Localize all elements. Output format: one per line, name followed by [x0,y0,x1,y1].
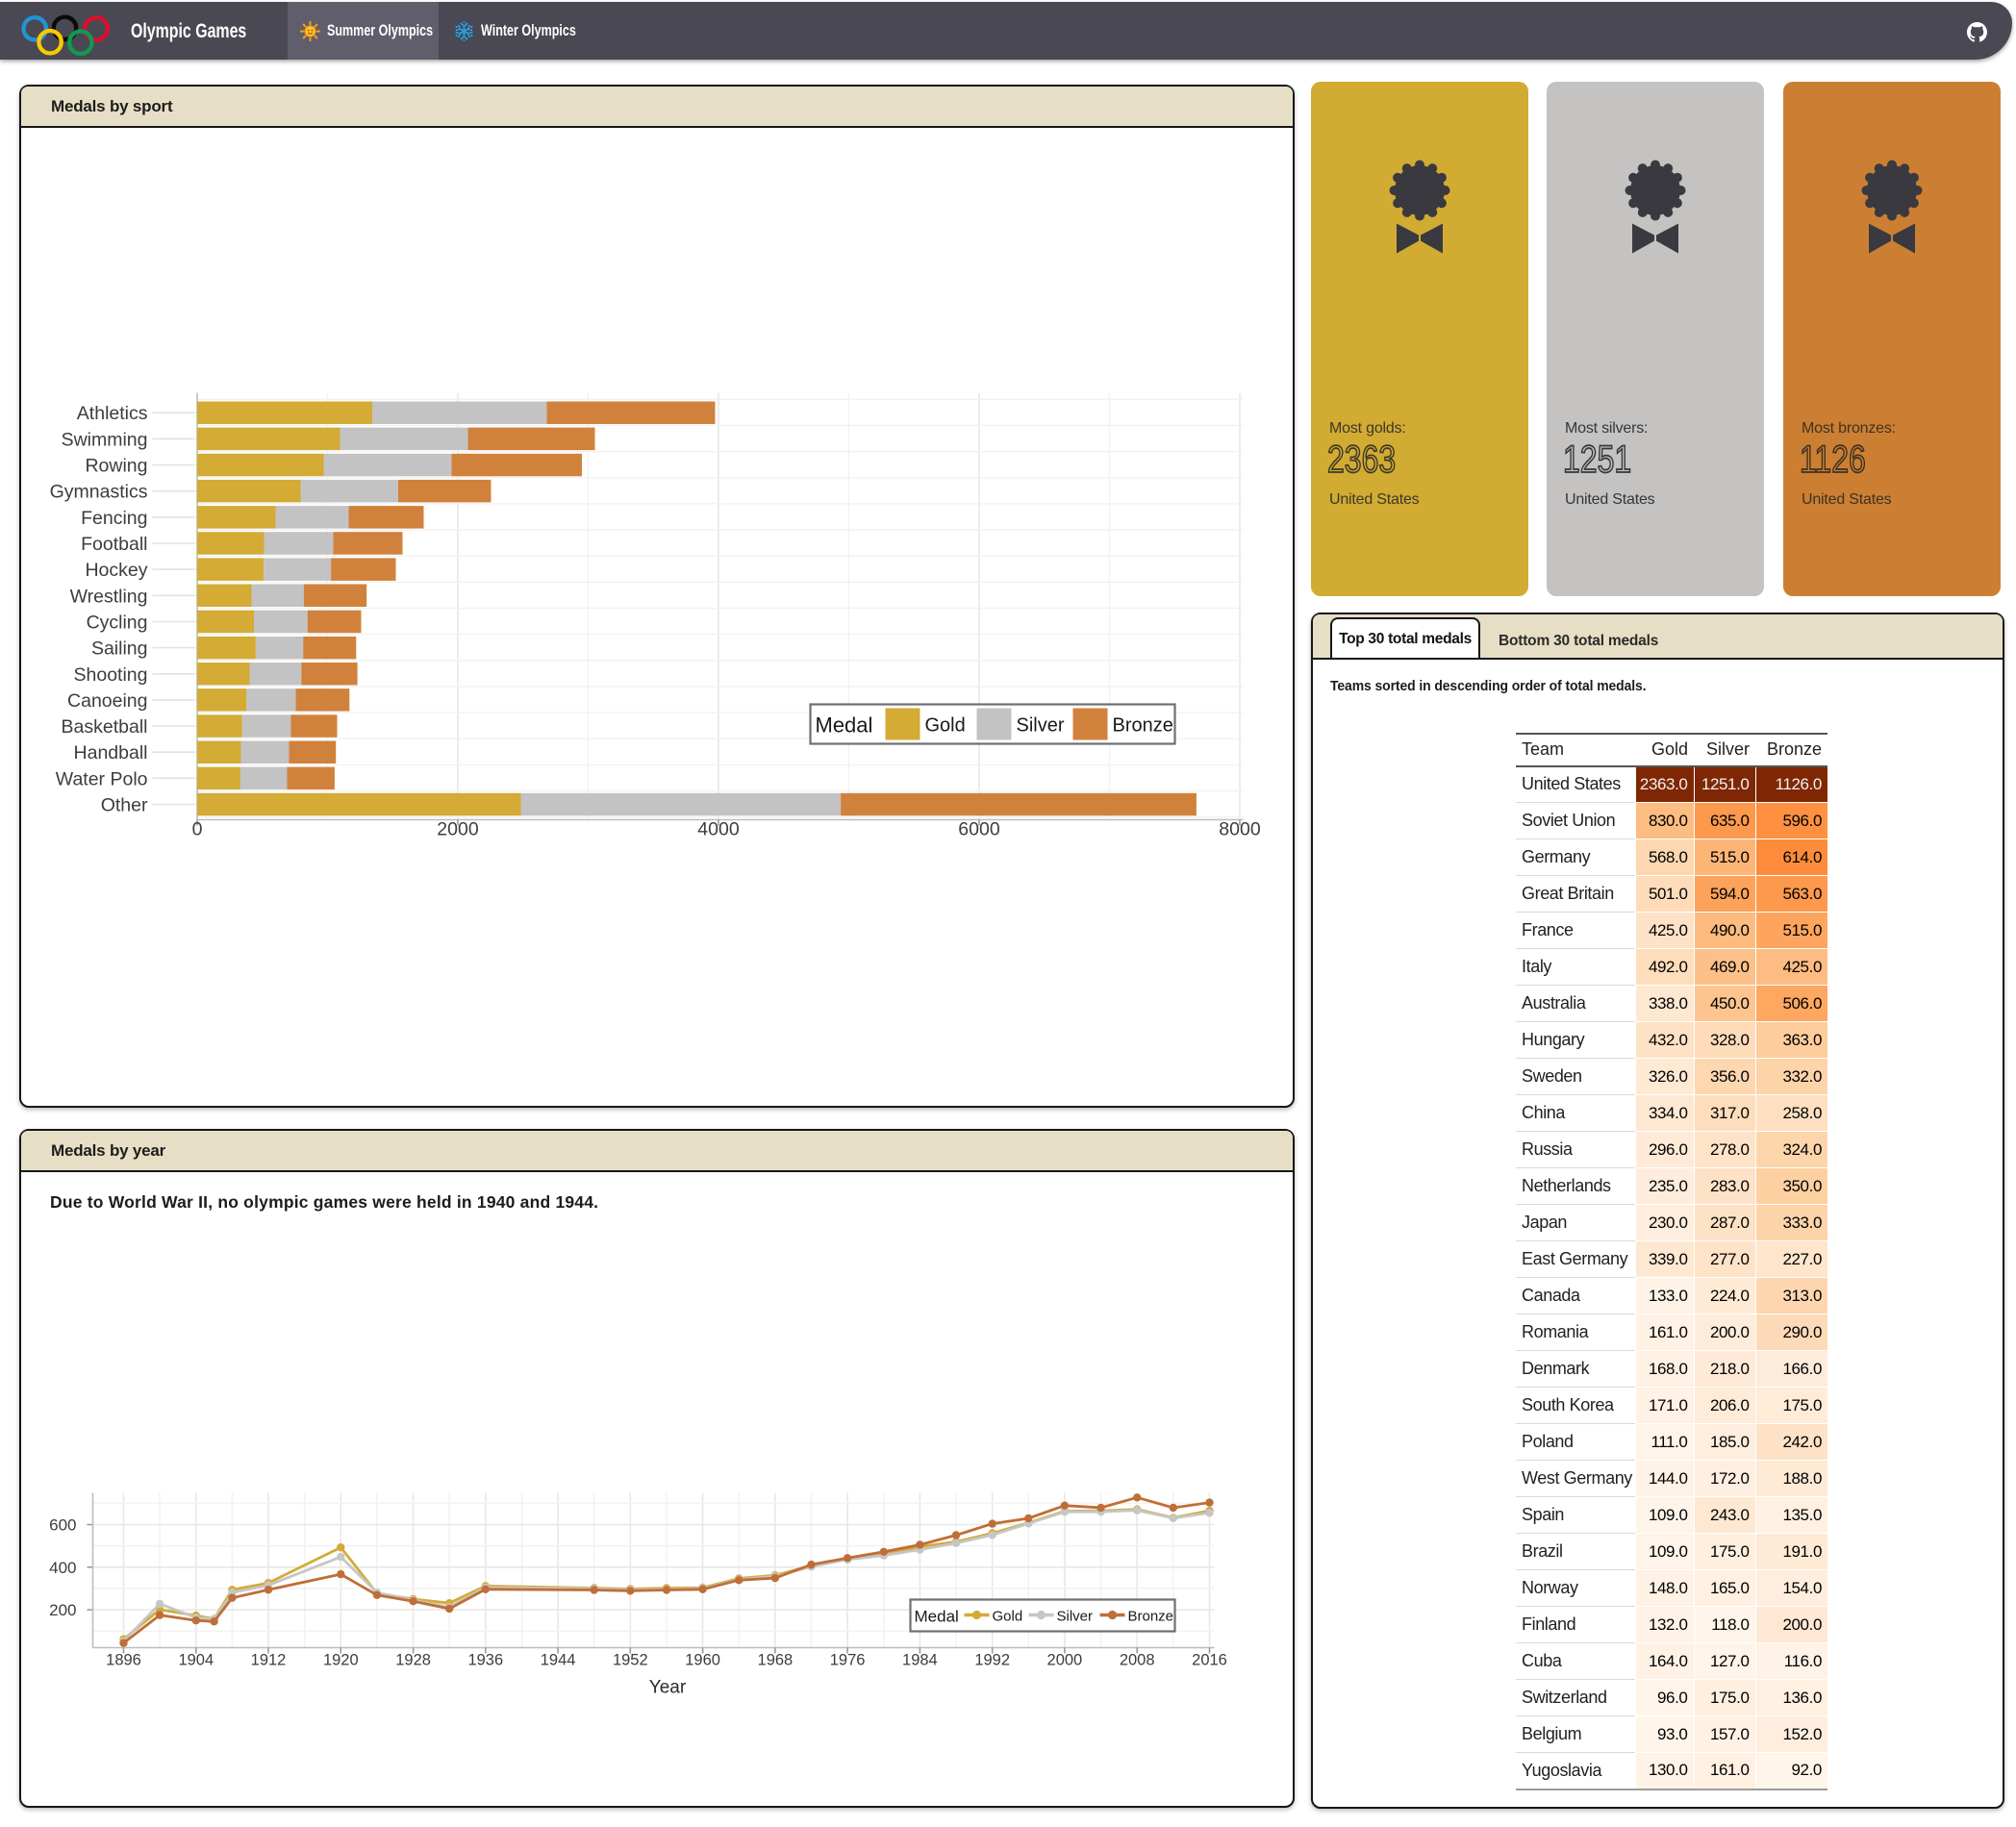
svg-text:Gold: Gold [992,1608,1022,1624]
svg-text:Basketball: Basketball [61,716,147,738]
svg-text:4000: 4000 [697,818,740,839]
svg-text:Swimming: Swimming [61,429,147,450]
svg-text:0: 0 [191,818,202,839]
svg-text:2016: 2016 [1192,1651,1227,1668]
svg-text:2000: 2000 [1046,1651,1082,1668]
svg-text:Hockey: Hockey [85,560,147,581]
svg-text:Bronze: Bronze [1112,714,1172,736]
svg-text:400: 400 [49,1558,76,1576]
svg-text:1984: 1984 [902,1651,938,1668]
svg-text:200: 200 [49,1601,76,1619]
svg-text:Gold: Gold [924,714,965,736]
svg-text:Bronze: Bronze [1127,1608,1173,1624]
svg-text:1992: 1992 [974,1651,1010,1668]
svg-text:Silver: Silver [1016,714,1064,736]
svg-text:1912: 1912 [250,1651,286,1668]
svg-text:1896: 1896 [106,1651,141,1668]
svg-text:Medal: Medal [815,713,872,737]
svg-text:2008: 2008 [1119,1651,1154,1668]
svg-text:Athletics: Athletics [76,403,147,424]
svg-text:Shooting: Shooting [73,663,147,685]
svg-text:1928: 1928 [395,1651,431,1668]
svg-text:1976: 1976 [829,1651,865,1668]
svg-text:1960: 1960 [685,1651,720,1668]
svg-text:8000: 8000 [1219,818,1261,839]
svg-text:1968: 1968 [757,1651,793,1668]
svg-text:Football: Football [81,534,147,555]
svg-text:Silver: Silver [1056,1608,1093,1624]
svg-text:1952: 1952 [612,1651,647,1668]
svg-text:6000: 6000 [958,818,1000,839]
svg-text:Water Polo: Water Polo [55,768,147,789]
svg-text:Rowing: Rowing [85,455,147,476]
svg-text:Canoeing: Canoeing [67,689,147,711]
svg-text:Medal: Medal [914,1607,958,1625]
svg-text:600: 600 [49,1515,76,1534]
svg-text:1944: 1944 [540,1651,575,1668]
svg-text:1904: 1904 [178,1651,214,1668]
svg-text:Handball: Handball [73,742,147,763]
svg-text:Sailing: Sailing [90,638,147,659]
svg-text:Year: Year [648,1677,686,1697]
svg-text:1920: 1920 [322,1651,358,1668]
svg-text:Wrestling: Wrestling [69,586,147,607]
svg-text:1936: 1936 [467,1651,503,1668]
svg-text:Other: Other [100,794,147,815]
svg-text:Fencing: Fencing [81,507,147,528]
svg-text:Gymnastics: Gymnastics [49,481,147,502]
svg-text:Cycling: Cycling [86,612,147,633]
svg-text:2000: 2000 [437,818,479,839]
